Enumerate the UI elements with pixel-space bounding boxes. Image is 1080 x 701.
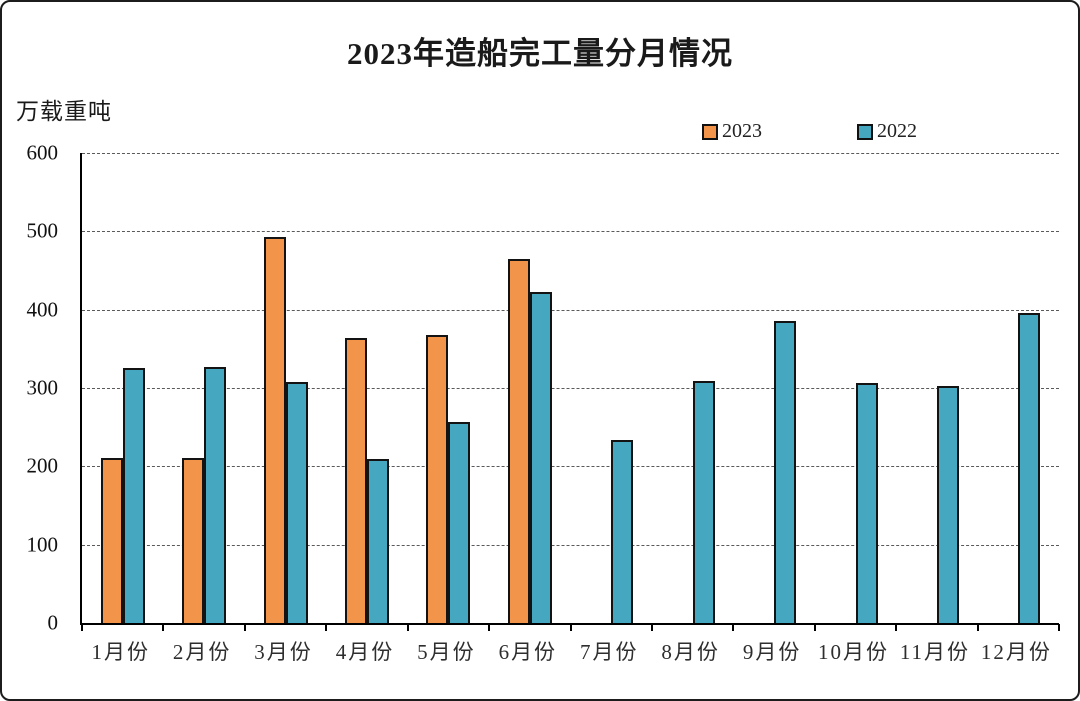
x-axis-tick — [976, 624, 979, 631]
bar-2022-8月份 — [692, 380, 715, 623]
bar-2023-1月份 — [100, 457, 123, 623]
bar-2022-6月份 — [529, 292, 552, 623]
bar-group-4月份 — [326, 153, 407, 623]
gridline-600 — [82, 153, 1059, 154]
bar-2023-3月份 — [263, 236, 286, 623]
x-axis-label-8月份: 8月份 — [661, 640, 720, 664]
bar-group-3月份 — [245, 153, 326, 623]
legend-item-2023: 2023 — [702, 120, 762, 143]
legend-swatch-2022 — [857, 123, 873, 140]
bar-group-1月份 — [82, 153, 163, 623]
bar-2022-5月份 — [448, 421, 471, 623]
bar-2022-3月份 — [285, 381, 308, 623]
y-axis-tick-label: 600 — [26, 140, 59, 165]
plot-area — [80, 153, 1060, 631]
x-axis-tick — [813, 624, 816, 631]
bar-group-8月份 — [652, 153, 733, 623]
bar-2022-9月份 — [774, 321, 797, 623]
bar-2022-11月份 — [936, 386, 959, 623]
bar-2022-7月份 — [611, 439, 634, 623]
y-axis-tick-label: 0 — [47, 610, 59, 635]
x-axis-tick — [325, 624, 328, 631]
bar-2023-2月份 — [182, 457, 205, 623]
gridline-200 — [82, 466, 1059, 468]
x-axis-label-12月份: 12月份 — [980, 640, 1052, 664]
y-axis-tick-label: 400 — [26, 297, 59, 322]
x-axis-label-1月份: 1月份 — [91, 640, 150, 664]
bar-group-12月份 — [978, 153, 1059, 623]
x-axis-tick — [732, 624, 735, 631]
x-axis-label-5月份: 5月份 — [417, 640, 476, 664]
x-axis-tick — [162, 624, 165, 631]
bar-2023-6月份 — [507, 258, 530, 623]
legend-swatch-2023 — [702, 123, 718, 140]
y-axis-labels: 0 100 200 300 400 500 600 — [2, 141, 68, 635]
bar-group-2月份 — [163, 153, 244, 623]
x-axis-tick — [569, 624, 572, 631]
bars-container — [82, 153, 1059, 623]
x-axis-label-3月份: 3月份 — [254, 640, 313, 664]
gridline-100 — [82, 544, 1059, 546]
x-axis-tick — [406, 624, 409, 631]
bar-group-9月份 — [733, 153, 814, 623]
bar-group-11月份 — [896, 153, 977, 623]
bar-2022-12月份 — [1018, 312, 1041, 623]
bar-2022-2月份 — [204, 366, 227, 623]
legend-item-2022: 2022 — [857, 120, 917, 143]
y-axis-tick-label: 500 — [26, 218, 59, 243]
x-axis-label-7月份: 7月份 — [579, 640, 639, 664]
y-axis-tick-label: 200 — [26, 453, 59, 478]
x-axis-tick — [488, 624, 491, 631]
x-axis-ticks — [81, 623, 1060, 631]
bar-group-7月份 — [571, 153, 652, 623]
x-axis-label-2月份: 2月份 — [172, 640, 232, 664]
x-axis-label-11月份: 11月份 — [899, 640, 971, 664]
x-axis-tick — [243, 624, 246, 631]
x-axis-label-6月份: 6月份 — [498, 640, 558, 664]
y-axis-tick-label: 100 — [26, 532, 59, 557]
x-axis-tick — [895, 624, 898, 631]
bar-2022-10月份 — [855, 383, 878, 623]
gridline-500 — [82, 231, 1059, 233]
x-axis-label-10月份: 10月份 — [818, 640, 889, 664]
y-axis-unit-label: 万载重吨 — [16, 99, 112, 124]
chart-title: 2023年造船完工量分月情况 — [347, 36, 733, 71]
gridline-300 — [82, 388, 1059, 389]
bar-2022-1月份 — [122, 368, 145, 623]
x-axis-label-9月份: 9月份 — [742, 640, 802, 664]
x-axis-tick — [650, 624, 653, 631]
bar-2022-4月份 — [366, 459, 389, 623]
bar-2023-5月份 — [426, 334, 449, 623]
bar-group-10月份 — [815, 153, 896, 623]
x-axis-tick — [1058, 624, 1060, 631]
legend: 2023 2022 — [702, 120, 917, 143]
legend-label-2022: 2022 — [877, 120, 917, 142]
x-axis-labels: 1月份 2月份 3月份 4月份 5月份 6月份 7月份 8月份 9月份 10月份 11月份 12月份 — [80, 636, 1057, 666]
gridline-400 — [82, 309, 1059, 311]
x-axis-tick — [81, 624, 83, 631]
legend-label-2023: 2023 — [722, 120, 762, 142]
bar-group-5月份 — [408, 153, 489, 623]
bar-group-6月份 — [489, 153, 570, 623]
y-axis-tick-label: 300 — [26, 375, 59, 400]
bar-2023-4月份 — [344, 337, 367, 623]
x-axis-label-4月份: 4月份 — [335, 640, 395, 664]
